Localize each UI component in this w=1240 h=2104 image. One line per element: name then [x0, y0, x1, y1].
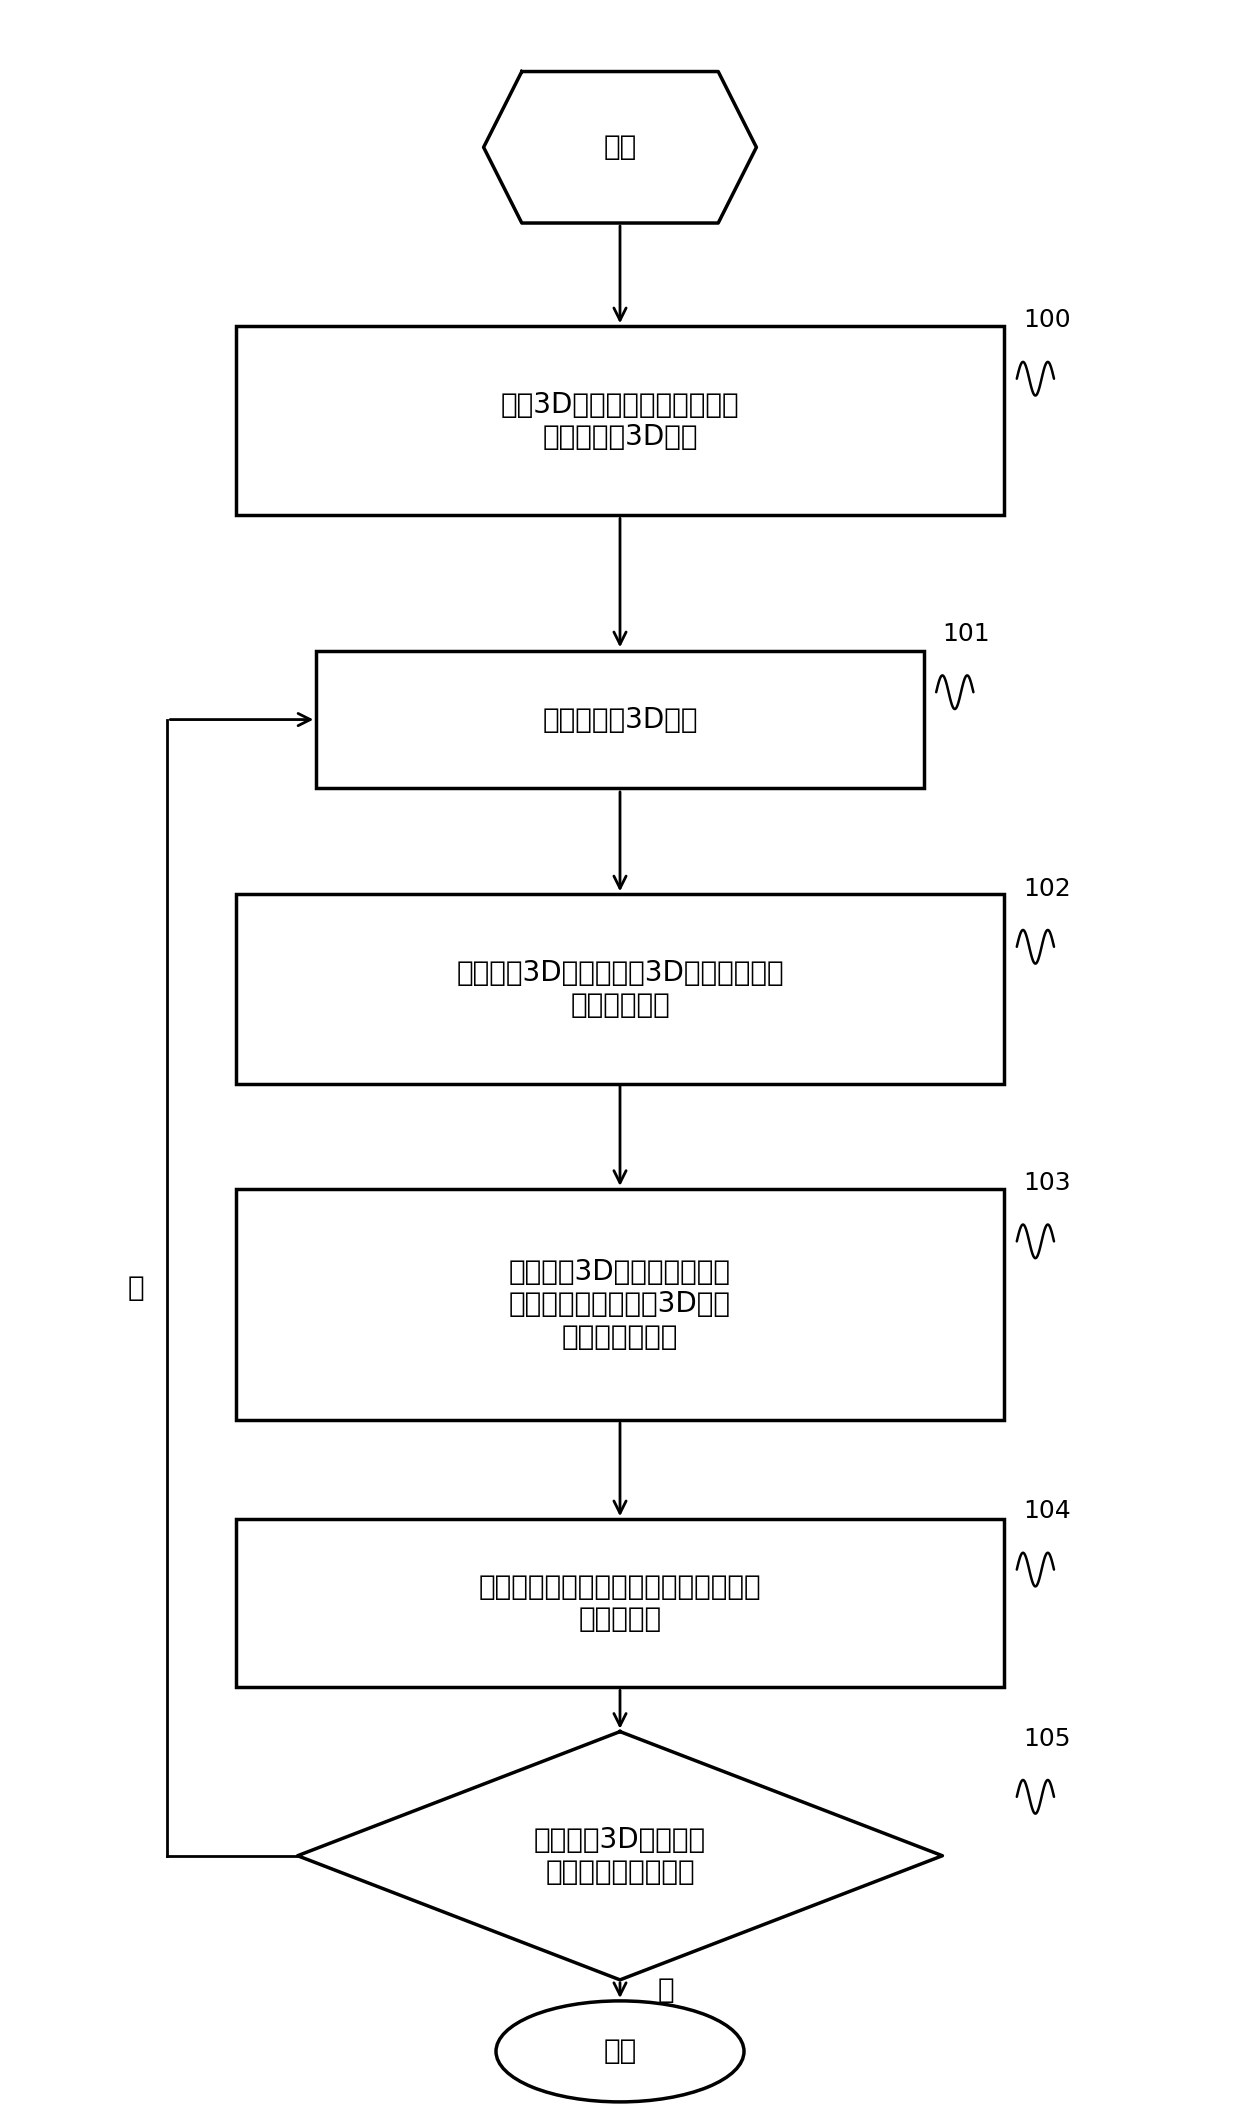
FancyBboxPatch shape — [316, 650, 924, 787]
Text: 所述3D拍摄装置获取拍摄目标
的若干帧的3D影像: 所述3D拍摄装置获取拍摄目标 的若干帧的3D影像 — [501, 391, 739, 450]
Polygon shape — [484, 72, 756, 223]
Ellipse shape — [496, 2001, 744, 2102]
Text: 102: 102 — [1023, 877, 1071, 901]
FancyBboxPatch shape — [236, 326, 1004, 515]
Text: 100: 100 — [1023, 309, 1070, 332]
Text: 结束: 结束 — [604, 2037, 636, 2066]
Text: 开始: 开始 — [604, 133, 636, 162]
Text: 识别目朇3D影像及目朇3D影像的相邻帧
影像的特征点: 识别目朇3D影像及目朇3D影像的相邻帧 影像的特征点 — [456, 959, 784, 1018]
Text: 将调节过空间位置的相邻帧影像作为目
标３Ｄ影像: 将调节过空间位置的相邻帧影像作为目 标３Ｄ影像 — [479, 1574, 761, 1633]
Text: 判断全逈3D影像是否
调节至所述目标位置: 判断全逈3D影像是否 调节至所述目标位置 — [534, 1826, 706, 1885]
Text: 103: 103 — [1023, 1172, 1070, 1195]
Text: 104: 104 — [1023, 1500, 1071, 1523]
FancyBboxPatch shape — [236, 1519, 1004, 1687]
Polygon shape — [298, 1732, 942, 1980]
Text: 105: 105 — [1023, 1727, 1070, 1751]
Text: 否: 否 — [128, 1273, 145, 1302]
Text: 是: 是 — [657, 1976, 673, 2005]
FancyBboxPatch shape — [236, 1189, 1004, 1420]
FancyBboxPatch shape — [236, 894, 1004, 1084]
Text: 101: 101 — [942, 623, 990, 646]
Text: 获取一目朇3D影像: 获取一目朇3D影像 — [542, 705, 698, 734]
Text: 调节目朇3D影像的相邻帧影
像的空间位置至目朇3D影像
所在的空间位置: 调节目朇3D影像的相邻帧影 像的空间位置至目朇3D影像 所在的空间位置 — [508, 1258, 732, 1351]
